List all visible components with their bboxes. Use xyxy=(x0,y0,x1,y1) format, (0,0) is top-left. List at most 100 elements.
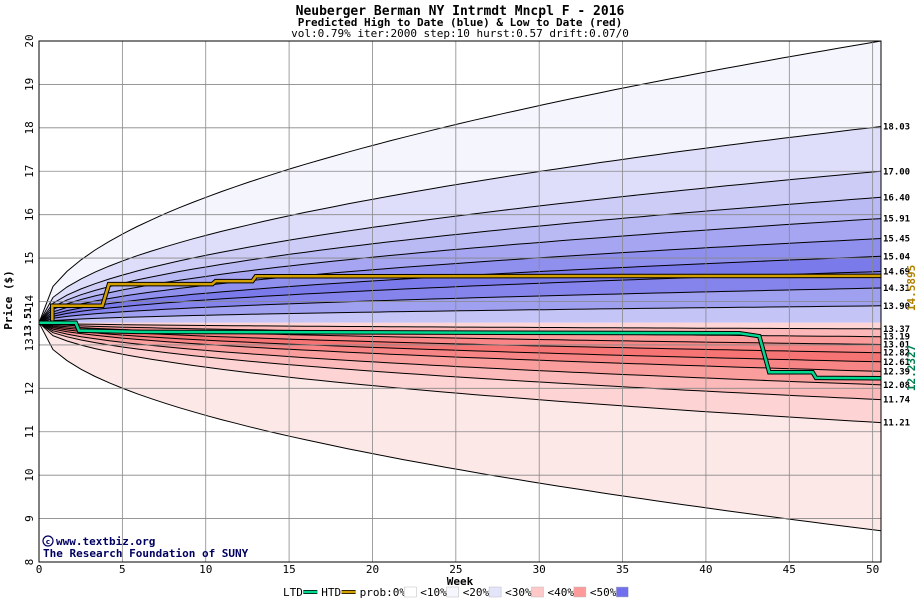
x-tick-label: 0 xyxy=(36,563,43,576)
high-quantile-line-0 xyxy=(38,40,882,323)
legend-label: <10% xyxy=(420,586,447,599)
y-tick-label: 17 xyxy=(23,165,36,178)
legend-swatch xyxy=(488,586,502,598)
quantile-label: 11.74 xyxy=(883,396,911,406)
legend-label: <40% xyxy=(548,586,575,599)
htd-line xyxy=(39,274,882,325)
quantile-label: 13.19 xyxy=(883,333,910,343)
high-band-9 xyxy=(39,305,881,323)
legend-label: <20% xyxy=(463,586,490,599)
x-tick-label: 25 xyxy=(449,563,462,576)
legend-swatch xyxy=(446,586,459,598)
high-band-6 xyxy=(39,256,881,323)
htd-end-label: 14.5895 xyxy=(905,265,918,311)
low-quantile-line-2 xyxy=(38,322,882,401)
legend: LTD HTD prob:0% <10% <20% <30% <40% <50% xyxy=(283,586,629,599)
low-band-0 xyxy=(39,322,881,531)
high-band-0 xyxy=(39,41,881,323)
low-quantile-line-4 xyxy=(38,322,882,372)
high-band-3 xyxy=(39,197,881,323)
low-quantile-line-1 xyxy=(38,322,882,424)
legend-label: <30% xyxy=(505,586,532,599)
quantile-label: 13.90 xyxy=(883,302,910,312)
legend-swatch xyxy=(404,586,417,598)
quantile-label: 18.03 xyxy=(883,123,910,133)
x-tick-label: 35 xyxy=(616,563,629,576)
y-tick-label: 18 xyxy=(23,121,36,134)
watermark-org: The Research Foundation of SUNY xyxy=(43,547,249,560)
y-tick-label: 8 xyxy=(23,559,36,566)
high-band-1 xyxy=(39,126,881,323)
ltd-end-label: 12.2327 xyxy=(905,345,918,391)
ltd-line xyxy=(39,321,882,380)
high-band-2 xyxy=(39,171,881,323)
copyright-symbol: c xyxy=(46,538,50,546)
y-tick-label: 19 xyxy=(23,78,36,91)
quantile-label: 12.39 xyxy=(883,367,910,377)
quantile-label: 13.37 xyxy=(883,325,910,335)
y-tick-label: 13 xyxy=(23,338,36,351)
quantile-label: 15.45 xyxy=(883,235,910,245)
chart-title: Neuberger Berman NY Intrmdt Mncpl F - 20… xyxy=(296,4,625,19)
y-tick-label: 14 xyxy=(23,295,36,309)
x-tick-label: 45 xyxy=(783,563,796,576)
quantile-label: 12.82 xyxy=(883,349,910,359)
low-band-2 xyxy=(39,322,881,400)
series-lines xyxy=(39,273,882,381)
legend-swatch xyxy=(616,586,629,598)
chart-subtitle: Predicted High to Date (blue) & Low to D… xyxy=(298,16,623,29)
high-band-5 xyxy=(39,238,881,323)
y-tick-label: 12 xyxy=(23,382,36,395)
plot-frame xyxy=(38,40,882,563)
y-tick-label: 15 xyxy=(23,251,36,264)
y-tick-label: 9 xyxy=(23,515,36,522)
copyright-icon xyxy=(42,535,54,547)
x-tick-label: 15 xyxy=(282,563,295,576)
legend-label: LTD xyxy=(283,586,303,599)
quantile-label: 15.04 xyxy=(883,252,911,262)
watermark-url: www.textbiz.org xyxy=(56,535,155,548)
high-band-4 xyxy=(39,218,881,323)
quantile-label: 12.08 xyxy=(883,381,910,391)
y-tick-label: 10 xyxy=(23,469,36,482)
x-tick-label: 30 xyxy=(533,563,546,576)
high-quantile-line-9 xyxy=(38,305,882,324)
legend-label: <50% xyxy=(590,586,617,599)
x-axis-title: Week xyxy=(447,575,474,588)
high-quantile-line-4 xyxy=(38,218,882,324)
quantile-label: 11.21 xyxy=(883,419,910,429)
high-quantile-line-8 xyxy=(38,287,882,324)
quantile-label: 13.01 xyxy=(883,340,910,350)
legend-swatch xyxy=(573,586,587,598)
low-band-9 xyxy=(39,322,881,329)
x-tick-label: 50 xyxy=(866,563,879,576)
legend-swatch xyxy=(531,586,544,598)
x-tick-label: 5 xyxy=(119,563,126,576)
y-tick-label: 16 xyxy=(23,208,36,221)
low-quantile-line-0 xyxy=(38,322,882,532)
quantile-label: 15.91 xyxy=(883,215,910,225)
low-quantile-line-6 xyxy=(38,322,882,354)
low-band-3 xyxy=(39,322,881,385)
quantile-label: 14.69 xyxy=(883,268,910,278)
y-tick-label: 20 xyxy=(23,34,36,47)
low-band-5 xyxy=(39,322,881,362)
high-quantile-line-1 xyxy=(38,126,882,324)
low-quantile-line-5 xyxy=(38,322,882,363)
low-band-1 xyxy=(39,322,881,423)
quantile-labels: 18.03 17.00 16.40 15.91 15.45 15.04 14.69 14.31… xyxy=(883,123,911,429)
axes: 0 5 10 15 20 25 30 35 40 45 50 8 9 10 11 12 13 14 15 16 17 18… xyxy=(23,34,882,576)
x-tick-label: 10 xyxy=(199,563,212,576)
quantile-label: 12.61 xyxy=(883,358,910,368)
y-tick-label: 11 xyxy=(23,425,36,438)
high-quantile-line-5 xyxy=(38,238,882,324)
low-band-4 xyxy=(39,322,881,372)
quantile-label: 14.31 xyxy=(883,284,910,294)
legend-label: HTD xyxy=(321,586,341,599)
low-quantile-line-3 xyxy=(38,322,882,386)
quantile-label: 16.40 xyxy=(883,193,910,203)
quantile-label: 17.00 xyxy=(883,167,910,177)
chart-params: vol:0.79% iter:2000 step:10 hurst:0.57 d… xyxy=(291,27,629,40)
watermark: c www.textbiz.org The Research Foundatio… xyxy=(42,535,249,560)
